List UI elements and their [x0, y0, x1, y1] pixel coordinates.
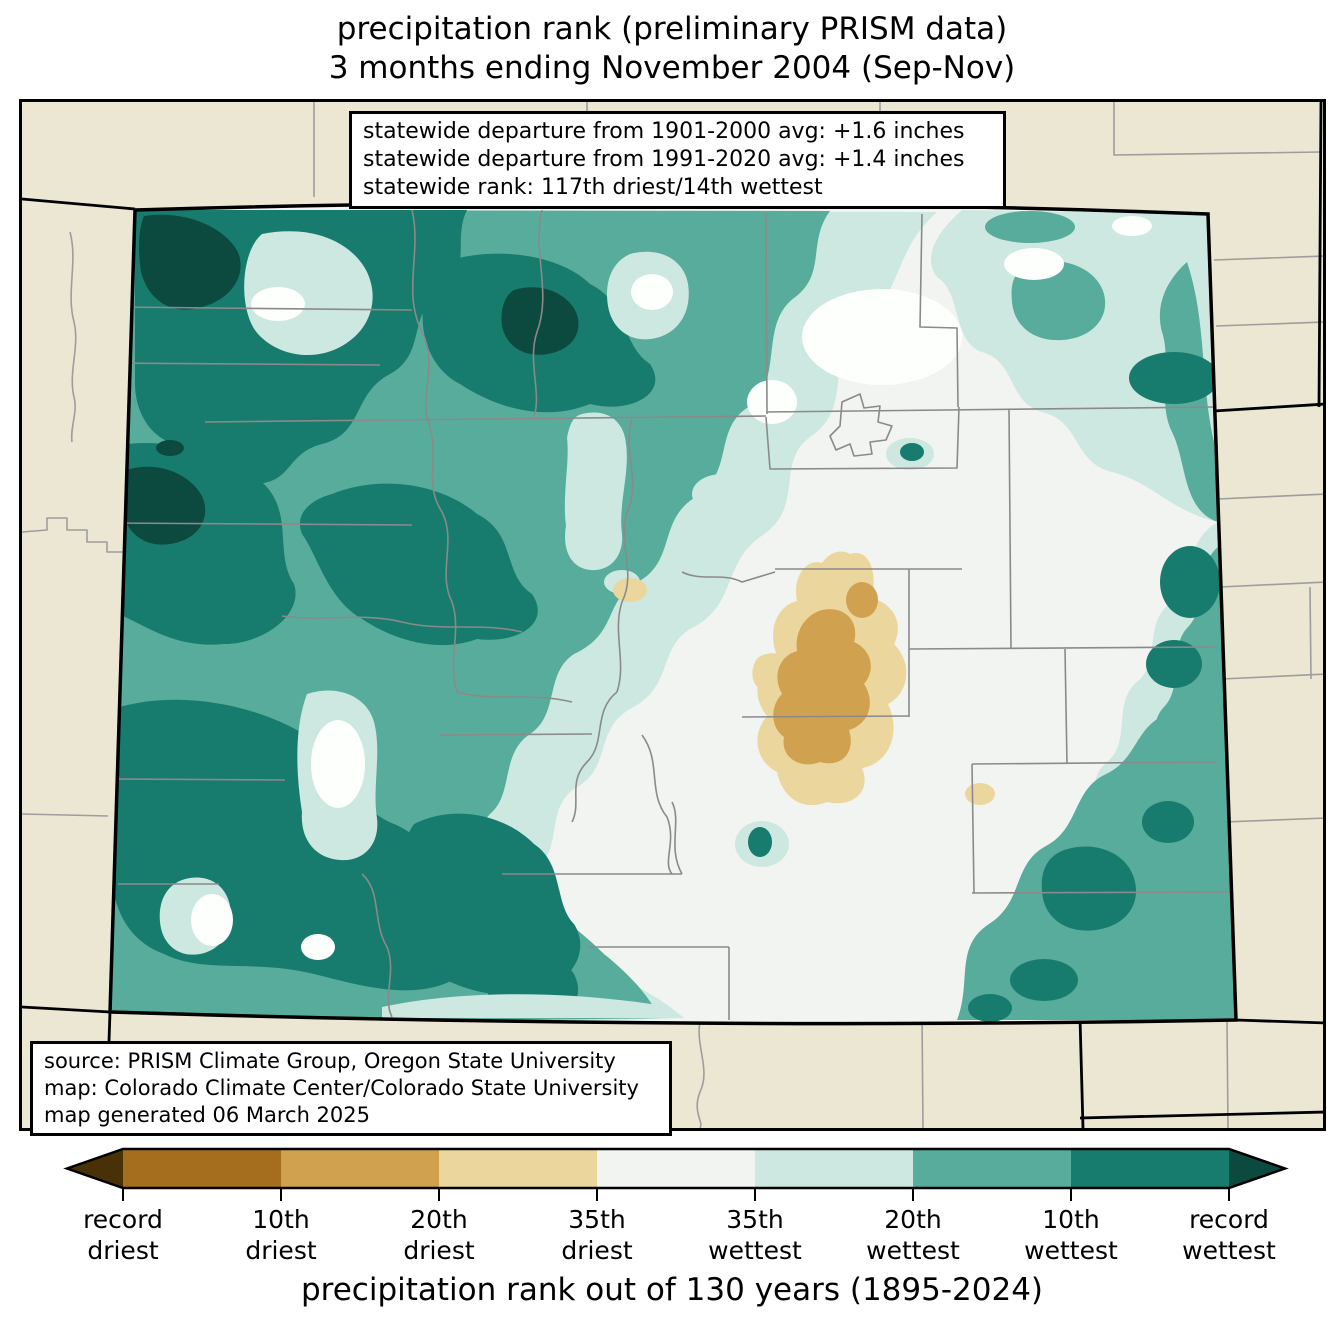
- colorbar-label-record-wettest: record wettest: [1182, 1205, 1276, 1265]
- precipitation-rank-colorbar: [63, 1147, 1289, 1201]
- statewide-stats-box: statewide departure from 1901-2000 avg: …: [349, 111, 1006, 209]
- colorbar-left-arrow: [67, 1149, 123, 1188]
- page-title: precipitation rank (preliminary PRISM da…: [0, 10, 1344, 88]
- source-line-3: map generated 06 March 2025: [44, 1103, 371, 1127]
- colorbar-segment-4: [597, 1149, 755, 1188]
- colorbar-segment-1: [123, 1149, 281, 1188]
- stats-line-1: statewide departure from 1901-2000 avg: …: [363, 119, 965, 144]
- colorbar-segment-2: [281, 1149, 439, 1188]
- colorbar-label-20th-driest: 20th driest: [403, 1205, 475, 1265]
- colorbar-ticks: [122, 1188, 1230, 1201]
- colorbar-label-record-driest: record driest: [83, 1205, 163, 1265]
- colorbar-label-10th-driest: 10th driest: [245, 1205, 317, 1265]
- page-title-line1: precipitation rank (preliminary PRISM da…: [336, 11, 1008, 47]
- colorado-precipitation-map: [22, 102, 1323, 1128]
- source-line-1: source: PRISM Climate Group, Oregon Stat…: [44, 1049, 616, 1073]
- colorbar-label-35th-wettest: 35th wettest: [708, 1205, 802, 1265]
- colorbar-caption: precipitation rank out of 130 years (189…: [300, 1272, 1044, 1308]
- stats-line-3: statewide rank: 117th driest/14th wettes…: [363, 175, 823, 200]
- source-line-2: map: Colorado Climate Center/Colorado St…: [44, 1076, 639, 1100]
- page-title-line2: 3 months ending November 2004 (Sep-Nov): [328, 50, 1016, 86]
- colorbar-segment-3: [439, 1149, 597, 1188]
- colorbar-segment-6: [913, 1149, 1071, 1188]
- colorbar-label-20th-wettest: 20th wettest: [866, 1205, 960, 1265]
- precipitation-contours: [110, 202, 1236, 1024]
- stats-line-2: statewide departure from 1991-2020 avg: …: [363, 147, 965, 172]
- neighbor-county-lines: [22, 102, 1323, 1128]
- colorbar-right-arrow: [1229, 1149, 1285, 1188]
- colorbar-segment-7: [1071, 1149, 1229, 1188]
- colorbar-label-10th-wettest: 10th wettest: [1024, 1205, 1118, 1265]
- map-frame: statewide departure from 1901-2000 avg: …: [19, 99, 1326, 1136]
- colorado-county-lines: [110, 209, 1230, 1020]
- colorbar-label-35th-driest: 35th driest: [561, 1205, 633, 1265]
- colorbar-segment-5: [755, 1149, 913, 1188]
- source-box: source: PRISM Climate Group, Oregon Stat…: [30, 1041, 672, 1136]
